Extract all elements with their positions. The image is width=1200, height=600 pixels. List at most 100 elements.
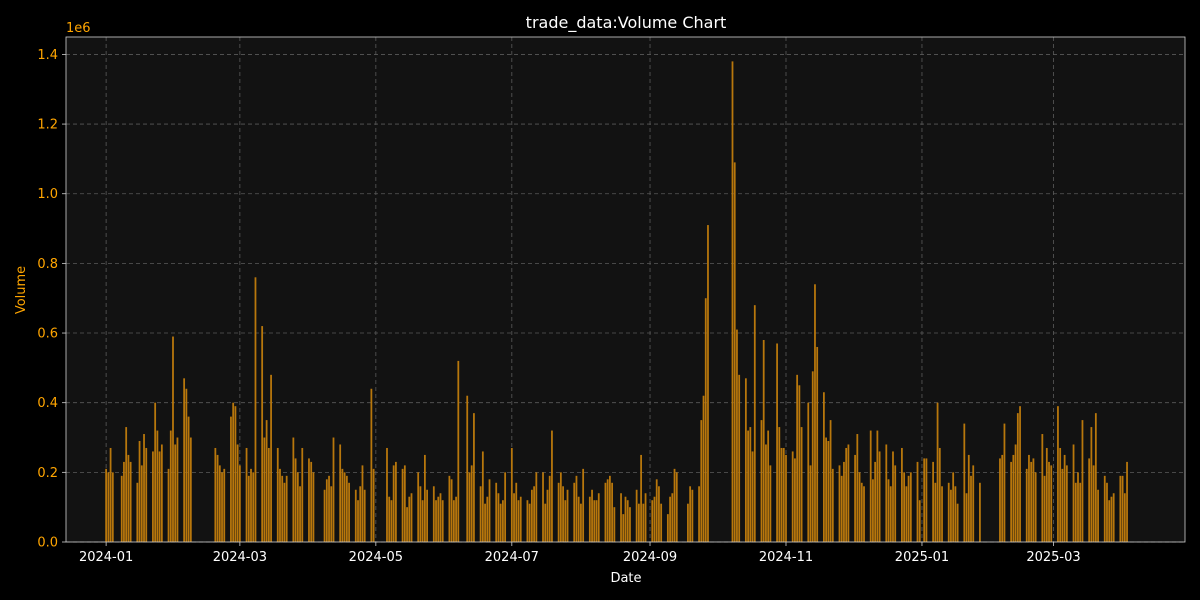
x-tick-label: 2024-11	[759, 550, 813, 565]
volume-bar	[909, 472, 912, 542]
chart-title: trade_data:Volume Chart	[526, 13, 727, 33]
volume-bar	[1050, 465, 1053, 542]
volume-bar	[673, 468, 676, 542]
volume-bar	[439, 493, 442, 542]
volume-bar	[236, 444, 239, 542]
volume-bar	[457, 360, 460, 542]
volume-bar	[214, 447, 217, 542]
volume-bar	[593, 500, 596, 542]
volume-bar	[332, 437, 335, 542]
volume-bar	[778, 427, 781, 542]
volume-bar	[276, 447, 279, 542]
x-axis-label: Date	[610, 571, 641, 586]
volume-bar	[963, 423, 966, 542]
volume-bar	[1048, 461, 1050, 542]
volume-bar	[595, 500, 598, 542]
volume-bar	[611, 482, 614, 542]
volume-bar	[140, 465, 143, 542]
volume-bar	[874, 461, 877, 542]
x-axis-ticks: 2024-01 2024-03 2024-05 2024-07 2024-09 2024-…	[79, 542, 1081, 565]
volume-bar	[221, 472, 223, 542]
volume-bar	[622, 514, 625, 542]
volume-bar	[484, 503, 486, 542]
volume-bar	[544, 503, 547, 542]
volume-bar	[860, 482, 863, 542]
volume-bar	[800, 427, 803, 542]
volume-bar	[551, 430, 553, 542]
volume-bar	[566, 489, 569, 542]
volume-bar	[979, 482, 981, 542]
volume-bar	[1032, 458, 1035, 542]
volume-bar	[542, 472, 544, 542]
y-axis-label: Volume	[14, 266, 29, 314]
volume-bar	[753, 305, 756, 542]
volume-bar	[172, 336, 174, 542]
volume-bar	[863, 486, 865, 542]
volume-bar	[417, 472, 420, 542]
volume-bars	[105, 61, 1128, 542]
volume-bar	[691, 489, 694, 542]
volume-bar	[780, 447, 783, 542]
volume-bar	[519, 496, 522, 542]
volume-bar	[283, 482, 286, 542]
volume-bar	[669, 496, 671, 542]
volume-bar	[312, 472, 315, 542]
volume-bar	[343, 472, 346, 542]
volume-bar	[107, 472, 110, 542]
volume-bar	[1090, 427, 1093, 542]
volume-bar	[658, 486, 660, 542]
volume-bar	[562, 486, 564, 542]
volume-bar	[1025, 468, 1028, 542]
volume-bar	[903, 472, 906, 542]
volume-bar	[486, 496, 489, 542]
volume-bar	[125, 427, 128, 542]
volume-bar	[1081, 420, 1084, 542]
volume-bar	[744, 378, 747, 542]
volume-bar	[894, 465, 897, 542]
volume-bar	[301, 447, 304, 542]
volume-bar	[956, 503, 959, 542]
volume-bar	[934, 482, 937, 542]
volume-bar	[299, 486, 301, 542]
volume-bar	[390, 500, 393, 542]
volume-bar	[432, 486, 435, 542]
volume-bar	[1059, 447, 1062, 542]
volume-bar	[218, 465, 221, 542]
volume-bar	[488, 479, 491, 542]
volume-bar	[814, 284, 816, 542]
volume-bar	[401, 468, 404, 542]
volume-bar	[261, 326, 264, 542]
volume-bar	[767, 430, 770, 542]
volume-bar	[254, 277, 257, 542]
volume-bar	[733, 162, 736, 542]
x-tick-label: 2024-05	[349, 550, 403, 565]
volume-bar	[782, 447, 785, 542]
volume-bar	[831, 468, 834, 542]
volume-bar	[794, 458, 796, 542]
volume-bar	[1126, 461, 1128, 542]
volume-bar	[1092, 465, 1095, 542]
volume-bar	[1121, 475, 1124, 542]
volume-bar	[637, 503, 640, 542]
volume-bar	[591, 489, 593, 542]
volume-bar	[279, 468, 281, 542]
volume-bar	[843, 461, 845, 542]
volume-bar	[872, 479, 874, 542]
volume-bar	[811, 371, 814, 542]
plot-area	[66, 37, 1185, 542]
volume-bar	[575, 475, 578, 542]
volume-bar	[702, 395, 705, 542]
volume-bar	[954, 486, 957, 542]
volume-bar	[403, 465, 406, 542]
volume-bar	[292, 437, 295, 542]
volume-bar	[1097, 489, 1099, 542]
x-tick-label: 2025-03	[1026, 550, 1080, 565]
volume-bar	[1045, 447, 1048, 542]
volume-bar	[1061, 468, 1064, 542]
volume-bar	[925, 458, 928, 542]
volume-bar	[1106, 482, 1108, 542]
volume-bar	[250, 468, 252, 542]
volume-bar	[823, 392, 825, 542]
volume-bar	[747, 430, 749, 542]
